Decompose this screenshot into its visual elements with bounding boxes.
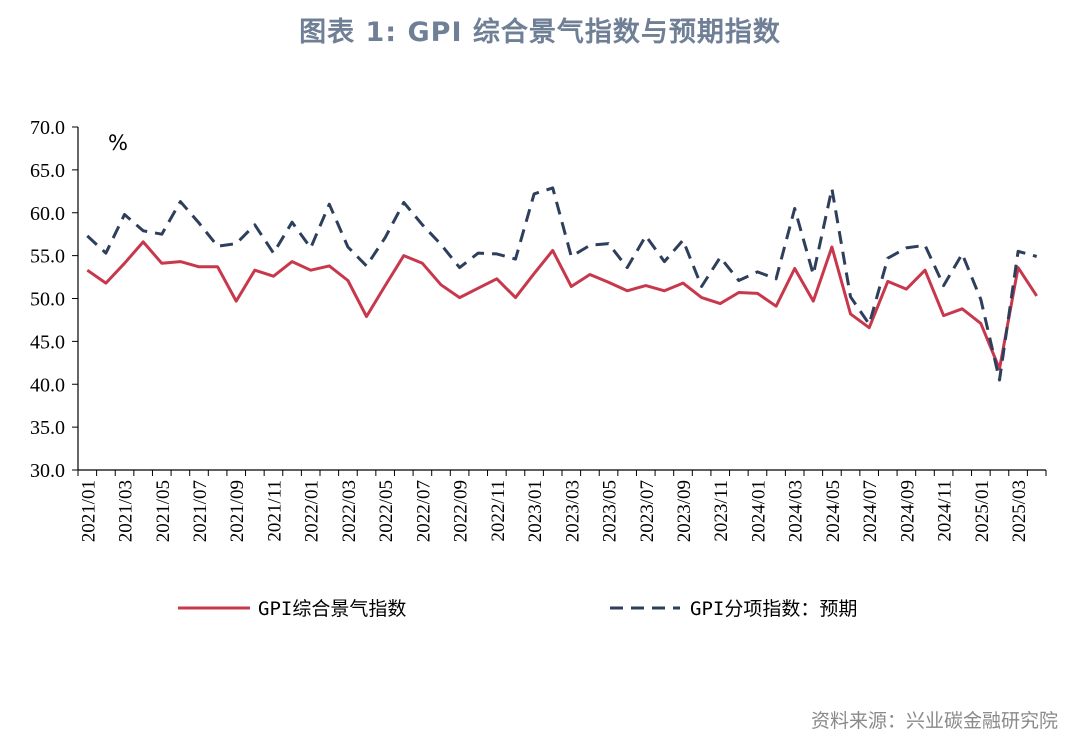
x-tick-label: 2023/09	[674, 480, 695, 542]
x-tick-label: 2023/11	[711, 480, 732, 542]
x-tick-label: 2022/01	[302, 480, 323, 542]
legend-label: GPI综合景气指数	[258, 598, 406, 620]
y-tick-label: 40.0	[30, 374, 65, 396]
x-tick-label: 2024/11	[935, 480, 956, 542]
x-tick-label: 2024/07	[860, 480, 881, 542]
y-tick-label: 50.0	[30, 289, 65, 311]
x-tick-label: 2021/07	[190, 480, 211, 542]
x-tick-label: 2023/03	[562, 480, 583, 542]
plot-area: 70.0 65.0 60.0 55.0 50.0 45.0 40.0 35.0 30.0 2021…	[30, 117, 1047, 620]
y-tick-label: 45.0	[30, 331, 65, 353]
source-note: 资料来源：兴业碳金融研究院	[810, 710, 1058, 732]
y-tick-label: 30.0	[30, 460, 65, 482]
x-tick-label: 2023/01	[525, 480, 546, 542]
x-tick-label: 2021/09	[227, 480, 248, 542]
y-unit-label: %	[108, 131, 128, 155]
x-tick-label: 2022/09	[451, 480, 472, 542]
x-tick-label: 2025/03	[1009, 480, 1030, 542]
x-tick-label: 2022/03	[339, 480, 360, 542]
y-tick-label: 70.0	[30, 117, 65, 139]
x-tick-label: 2023/05	[600, 480, 621, 542]
x-tick-label: 2021/05	[153, 480, 174, 542]
series-line-gpi-composite	[86, 240, 1038, 371]
y-tick-label: 35.0	[30, 417, 65, 439]
x-tick-label: 2021/01	[78, 480, 99, 542]
series-line-gpi-expectation	[86, 186, 1038, 382]
x-tick-label: 2022/07	[413, 480, 434, 542]
x-tick-label: 2022/05	[376, 480, 397, 542]
x-tick-label: 2024/01	[748, 480, 769, 542]
x-tick-label: 2025/01	[972, 480, 993, 542]
legend-label: GPI分项指数：预期	[690, 598, 857, 620]
y-tick-label: 60.0	[30, 203, 65, 225]
x-tick-label: 2024/03	[786, 480, 807, 542]
y-tick-label: 65.0	[30, 160, 65, 182]
chart-title: 图表 1: GPI 综合景气指数与预期指数	[299, 17, 781, 48]
x-tick-label: 2022/11	[488, 480, 509, 542]
x-tick-label: 2024/05	[823, 480, 844, 542]
x-tick-label: 2023/07	[637, 480, 658, 542]
x-tick-label: 2024/09	[897, 480, 918, 542]
x-tick-label: 2021/03	[116, 480, 137, 542]
x-tick-label: 2021/11	[264, 480, 285, 542]
y-tick-label: 55.0	[30, 246, 65, 268]
